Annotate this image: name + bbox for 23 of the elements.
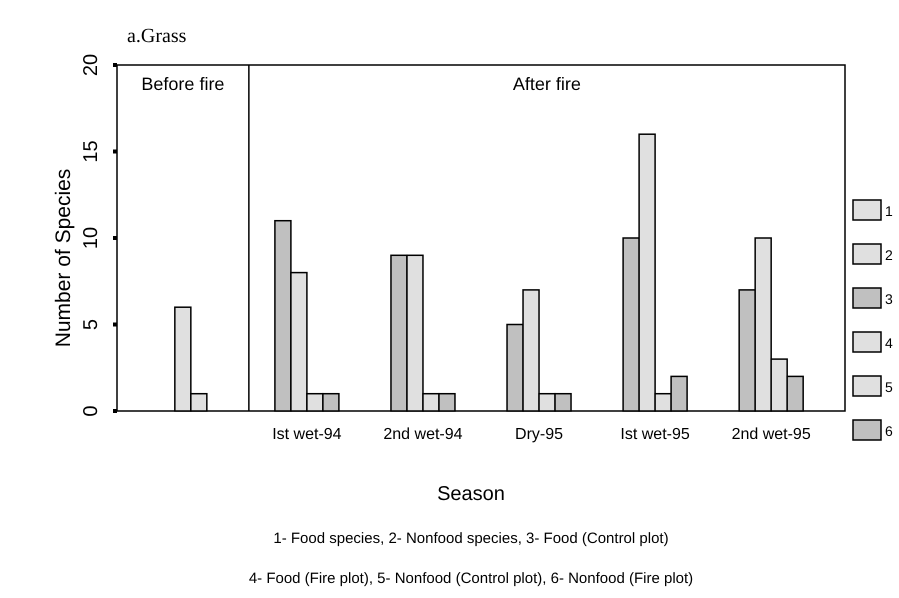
annotation: Before fire xyxy=(141,74,224,94)
chart-title: a.Grass xyxy=(127,25,187,47)
legend-label: 1 xyxy=(885,203,893,219)
legend-label: 5 xyxy=(885,379,893,395)
text: 4- Food (Fire plot), 5- Nonfood (Control plot), 6- Nonfood (Fire plot) xyxy=(248,570,694,587)
y-tick-label: 10 xyxy=(80,226,102,250)
y-tick-label: 15 xyxy=(80,140,102,163)
legend-label: 6 xyxy=(885,423,893,439)
annotation: After fire xyxy=(512,74,581,94)
text: 1- Food species, 2- Nonfood species, 3- Food (Control plot) xyxy=(273,530,669,547)
y-axis-title: Number of Species xyxy=(52,168,75,348)
y-tick-label: 0 xyxy=(80,405,102,417)
x-tick-label: Ist wet-95 xyxy=(620,426,690,443)
x-axis-title: Season xyxy=(437,483,505,505)
y-tick-label: 5 xyxy=(80,318,102,330)
x-tick-label: Ist wet-94 xyxy=(272,426,342,443)
legend-label: 2 xyxy=(885,247,893,263)
legend-label: 3 xyxy=(885,291,893,307)
legend-label: 4 xyxy=(885,335,893,351)
x-tick-label: 2nd wet-94 xyxy=(383,426,463,443)
x-tick-label: 2nd wet-95 xyxy=(732,426,811,443)
x-tick-label: Dry-95 xyxy=(515,426,564,443)
y-tick-label: 20 xyxy=(80,54,102,76)
